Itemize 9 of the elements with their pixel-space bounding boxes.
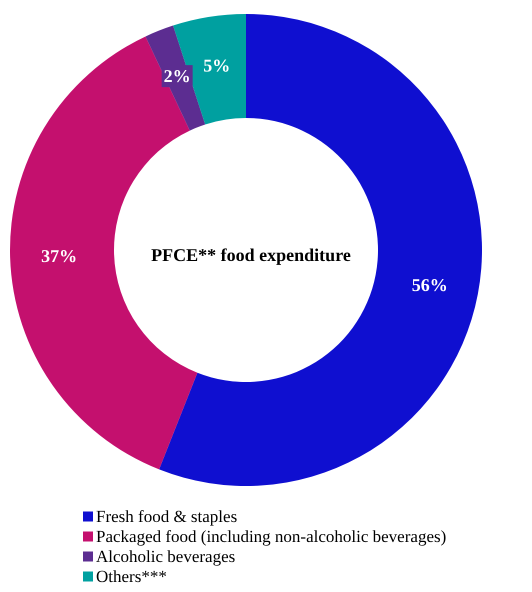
data-label: 37%	[41, 246, 78, 266]
text: PFCE** food expenditure	[151, 245, 351, 265]
data-label: 56%	[412, 275, 448, 296]
legend-label: Fresh food & staples	[96, 507, 238, 526]
legend-label: Alcoholic beverages	[96, 547, 236, 566]
data-label: 2%	[164, 66, 191, 86]
data-label: 5%	[203, 55, 230, 76]
legend-label: Packaged food (including non-alcoholic beverages)	[96, 527, 446, 546]
legend-label: Others***	[96, 567, 167, 586]
